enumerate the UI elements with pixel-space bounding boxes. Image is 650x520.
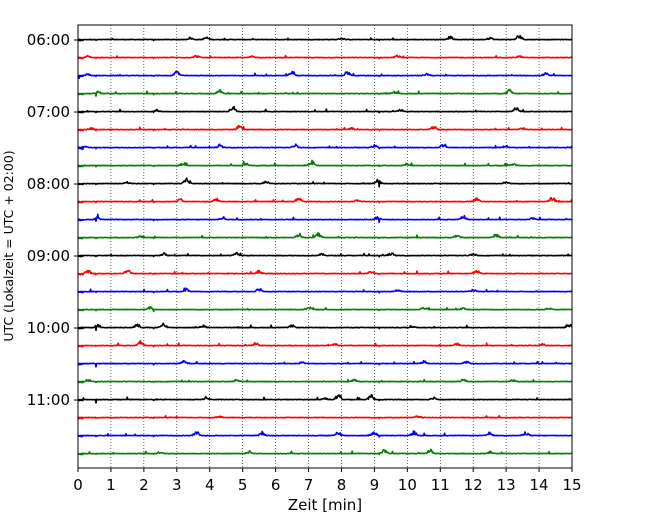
trace-line xyxy=(77,339,573,348)
trace-line xyxy=(77,287,573,294)
trace-line xyxy=(77,359,573,368)
trace-line xyxy=(77,159,573,168)
trace-line xyxy=(77,448,573,456)
x-tick-label: 1 xyxy=(106,476,116,494)
trace-line xyxy=(77,430,573,438)
y-tick-label: 06:00 xyxy=(27,31,70,49)
x-tick-label: 2 xyxy=(139,476,149,494)
x-tick-label: 0 xyxy=(73,476,83,494)
trace-line xyxy=(77,124,573,132)
trace-line xyxy=(77,306,573,313)
x-axis-label: Zeit [min] xyxy=(288,496,362,514)
trace-lines xyxy=(77,34,573,456)
x-axis-ticks: 0 1 2 3 4 5 6 7 8 9 10 11 12 13 14 15 xyxy=(73,468,582,494)
plot-frame xyxy=(77,24,573,469)
trace-line xyxy=(77,231,573,240)
trace-line xyxy=(77,213,573,224)
trace-line xyxy=(77,105,573,114)
trace-line xyxy=(77,269,573,276)
x-tick-label: 4 xyxy=(205,476,215,494)
trace-line xyxy=(77,394,573,404)
trace-line xyxy=(77,251,573,258)
x-tick-label: 5 xyxy=(238,476,248,494)
trace-line xyxy=(77,322,573,332)
trace-line xyxy=(77,196,573,204)
x-tick-label: 12 xyxy=(464,476,483,494)
trace-line xyxy=(77,88,573,97)
y-tick-label: 11:00 xyxy=(27,391,70,409)
trace-line xyxy=(77,34,573,42)
y-tick-label: 10:00 xyxy=(27,319,70,337)
x-tick-label: 13 xyxy=(497,476,516,494)
y-tick-label: 09:00 xyxy=(27,247,70,265)
x-tick-label: 6 xyxy=(271,476,281,494)
y-axis-label: UTC (Lokalzeit = UTC + 02:00) xyxy=(1,150,16,341)
trace-line xyxy=(77,143,573,151)
x-tick-label: 3 xyxy=(172,476,182,494)
x-tick-label: 10 xyxy=(398,476,417,494)
x-tick-label: 9 xyxy=(370,476,380,494)
y-tick-label: 08:00 xyxy=(27,175,70,193)
trace-line xyxy=(77,54,573,60)
trace-line xyxy=(77,414,573,420)
y-axis-ticks: 06:00 07:00 08:00 09:00 10:00 11:00 xyxy=(27,31,78,409)
x-tick-label: 8 xyxy=(337,476,347,494)
x-tick-label: 15 xyxy=(562,476,581,494)
y-tick-label: 07:00 xyxy=(27,103,70,121)
trace-line xyxy=(77,70,573,79)
x-tick-label: 7 xyxy=(304,476,314,494)
trace-line xyxy=(77,378,573,384)
grid-lines xyxy=(110,25,540,468)
x-tick-label: 11 xyxy=(431,476,450,494)
trace-line xyxy=(77,177,573,188)
x-tick-label: 14 xyxy=(530,476,549,494)
